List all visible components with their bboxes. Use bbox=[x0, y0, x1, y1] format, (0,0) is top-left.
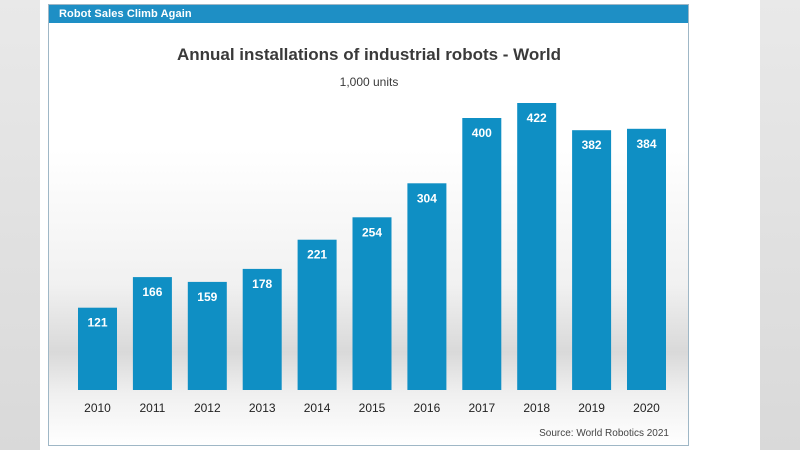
bar-2015 bbox=[352, 217, 392, 390]
bars-group: 121 166 159 178 221 254 304 400 422 382 384 bbox=[78, 103, 666, 391]
source-note: Source: World Robotics 2021 bbox=[539, 428, 669, 439]
x-tick-2017: 2017 bbox=[468, 401, 495, 415]
x-tick-2016: 2016 bbox=[414, 401, 441, 415]
bar-2012 bbox=[187, 281, 227, 390]
chart-plot-area: Annual installations of industrial robot… bbox=[49, 23, 688, 445]
data-label-2015: 254 bbox=[362, 225, 382, 239]
right-gray-margin bbox=[760, 0, 800, 450]
chart-frame: Robot Sales Climb Again Annual installat… bbox=[48, 4, 689, 446]
data-label-2016: 304 bbox=[417, 191, 437, 205]
bar-2017 bbox=[462, 118, 502, 390]
bar-2020 bbox=[627, 128, 666, 391]
data-label-2018: 422 bbox=[527, 111, 547, 125]
bar-2011 bbox=[132, 277, 172, 390]
chart-title: Annual installations of industrial robot… bbox=[177, 45, 561, 64]
banner-title: Robot Sales Climb Again bbox=[49, 5, 688, 23]
bar-2013 bbox=[242, 268, 282, 390]
bar-2014 bbox=[297, 239, 337, 390]
x-tick-2014: 2014 bbox=[304, 401, 331, 415]
x-tick-2020: 2020 bbox=[633, 401, 660, 415]
data-label-2013: 178 bbox=[252, 277, 272, 291]
x-tick-2010: 2010 bbox=[84, 401, 111, 415]
data-label-2020: 384 bbox=[636, 137, 656, 151]
data-label-2011: 166 bbox=[142, 285, 162, 299]
bar-2010 bbox=[78, 307, 117, 390]
data-label-2010: 121 bbox=[87, 316, 107, 330]
x-tick-2011: 2011 bbox=[139, 401, 165, 415]
data-label-2012: 159 bbox=[197, 290, 217, 304]
x-tick-2015: 2015 bbox=[359, 401, 386, 415]
data-label-2014: 221 bbox=[307, 248, 327, 262]
bar-chart: Annual installations of industrial robot… bbox=[78, 45, 669, 439]
x-tick-2019: 2019 bbox=[578, 401, 605, 415]
data-label-2019: 382 bbox=[582, 138, 602, 152]
x-tick-2018: 2018 bbox=[523, 401, 550, 415]
data-label-2017: 400 bbox=[472, 126, 492, 140]
x-tick-2012: 2012 bbox=[194, 401, 221, 415]
bar-2018 bbox=[517, 103, 557, 390]
bar-2016 bbox=[407, 183, 447, 390]
bar-2019 bbox=[572, 130, 612, 390]
chart-subtitle: 1,000 units bbox=[340, 75, 399, 89]
left-gray-margin bbox=[0, 0, 40, 450]
x-axis-ticks: 2010 2011 2012 2013 2014 2015 2016 2017 2018 2019… bbox=[84, 401, 660, 415]
x-tick-2013: 2013 bbox=[249, 401, 276, 415]
